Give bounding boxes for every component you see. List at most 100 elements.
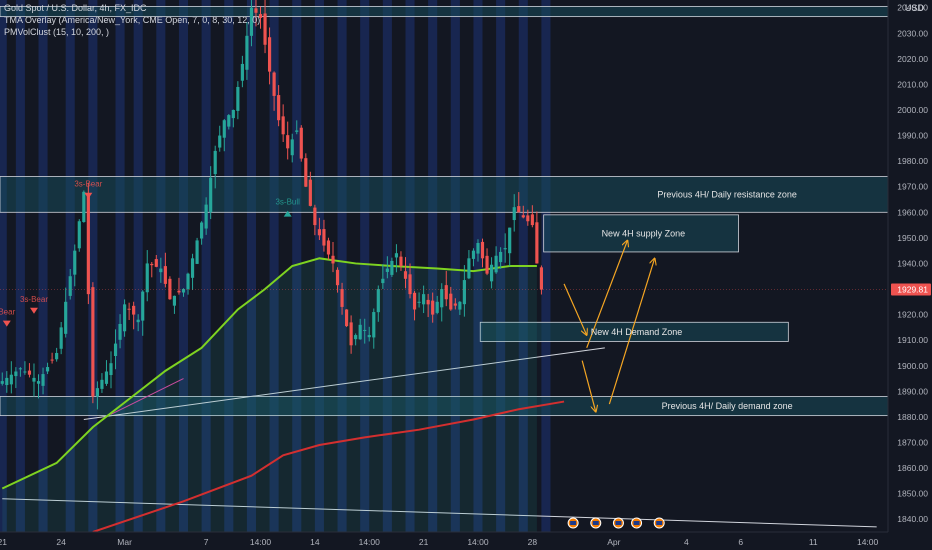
candle[interactable] <box>222 119 226 152</box>
annotation-arrow[interactable] <box>586 240 628 349</box>
candle[interactable] <box>218 125 222 152</box>
slow-ma-line[interactable] <box>92 400 565 532</box>
candle[interactable] <box>18 367 22 377</box>
candle[interactable] <box>304 153 308 188</box>
indicator-pmvolclust[interactable]: PMVolClust (15, 10, 200, ) <box>4 27 110 37</box>
candle[interactable] <box>349 315 353 354</box>
candle[interactable] <box>249 0 254 47</box>
candle[interactable] <box>317 217 321 240</box>
candle[interactable] <box>345 309 349 328</box>
candle[interactable] <box>412 290 417 321</box>
candle[interactable] <box>335 267 340 293</box>
candle[interactable] <box>258 6 263 29</box>
candle[interactable] <box>277 85 281 127</box>
candle[interactable] <box>326 237 331 260</box>
candle[interactable] <box>200 221 204 245</box>
candle[interactable] <box>100 373 104 393</box>
candle[interactable] <box>403 257 408 289</box>
candle[interactable] <box>154 255 158 268</box>
candle[interactable] <box>73 244 77 287</box>
candle[interactable] <box>376 285 380 322</box>
candle[interactable] <box>118 314 122 349</box>
candle[interactable] <box>471 248 476 267</box>
candle[interactable] <box>127 302 131 321</box>
candle[interactable] <box>458 301 462 315</box>
candle[interactable] <box>358 318 362 340</box>
event-icon[interactable] <box>653 517 665 529</box>
candle[interactable] <box>145 250 149 302</box>
candle[interactable] <box>390 257 394 277</box>
candle[interactable] <box>467 250 471 280</box>
event-icon[interactable] <box>631 517 643 529</box>
candle[interactable] <box>422 285 426 314</box>
candle[interactable] <box>539 265 543 295</box>
candle[interactable] <box>299 125 303 162</box>
candle[interactable] <box>535 211 539 264</box>
annotation-arrow[interactable] <box>608 258 654 405</box>
candle[interactable] <box>286 121 290 160</box>
candle[interactable] <box>503 233 507 263</box>
candle[interactable] <box>372 308 376 349</box>
candle[interactable] <box>236 81 240 120</box>
event-icon[interactable] <box>612 517 624 529</box>
candle[interactable] <box>227 114 231 130</box>
candle[interactable] <box>499 247 503 269</box>
candle[interactable] <box>32 363 36 397</box>
candle[interactable] <box>64 287 68 338</box>
candle[interactable] <box>177 277 181 295</box>
trendline[interactable] <box>2 498 877 528</box>
annotation-arrow[interactable] <box>563 283 587 335</box>
indicator-tma-overlay[interactable]: TMA Overlay (America/New_York, CME Open,… <box>4 15 261 25</box>
candle[interactable] <box>77 219 81 252</box>
symbol-title[interactable]: Gold Spot / U.S. Dollar, 4h, FX_IDC <box>4 3 147 13</box>
candle[interactable] <box>435 295 439 315</box>
candle[interactable] <box>245 22 249 80</box>
candle[interactable] <box>190 253 195 290</box>
candle[interactable] <box>36 374 41 399</box>
annotation-arrow[interactable] <box>581 360 596 412</box>
candle[interactable] <box>82 190 86 223</box>
candle[interactable] <box>231 109 235 128</box>
candle[interactable] <box>159 257 163 283</box>
candle[interactable] <box>213 145 217 189</box>
candle[interactable] <box>68 269 72 300</box>
trendline[interactable] <box>83 347 605 420</box>
candle[interactable] <box>209 166 213 220</box>
candle[interactable] <box>322 219 326 252</box>
candle[interactable] <box>141 290 145 336</box>
candle[interactable] <box>313 204 317 236</box>
candle[interactable] <box>0 372 4 386</box>
candle[interactable] <box>462 265 466 317</box>
candle[interactable] <box>521 205 525 219</box>
candle[interactable] <box>494 246 498 274</box>
candle[interactable] <box>431 292 435 323</box>
candle[interactable] <box>281 104 285 142</box>
candle[interactable] <box>295 120 299 135</box>
candle[interactable] <box>263 0 267 54</box>
candle[interactable] <box>23 361 27 375</box>
candle[interactable] <box>14 367 18 389</box>
candle[interactable] <box>308 171 312 207</box>
candle[interactable] <box>476 239 480 262</box>
candle[interactable] <box>45 362 50 375</box>
candle[interactable] <box>340 282 344 315</box>
candle[interactable] <box>150 261 154 278</box>
candle[interactable] <box>489 257 494 289</box>
candle[interactable] <box>508 227 512 267</box>
candle[interactable] <box>394 244 399 273</box>
candle[interactable] <box>517 192 521 213</box>
price-zone[interactable] <box>543 214 739 253</box>
candle[interactable] <box>59 321 63 355</box>
candle[interactable] <box>408 263 412 299</box>
candle[interactable] <box>163 252 167 288</box>
candle[interactable] <box>109 351 113 389</box>
candle[interactable] <box>290 133 294 163</box>
candle[interactable] <box>123 299 127 337</box>
candle[interactable] <box>272 71 276 111</box>
candle[interactable] <box>453 298 457 310</box>
candle[interactable] <box>195 237 199 264</box>
event-icon[interactable] <box>567 517 579 529</box>
candle[interactable] <box>168 276 172 300</box>
